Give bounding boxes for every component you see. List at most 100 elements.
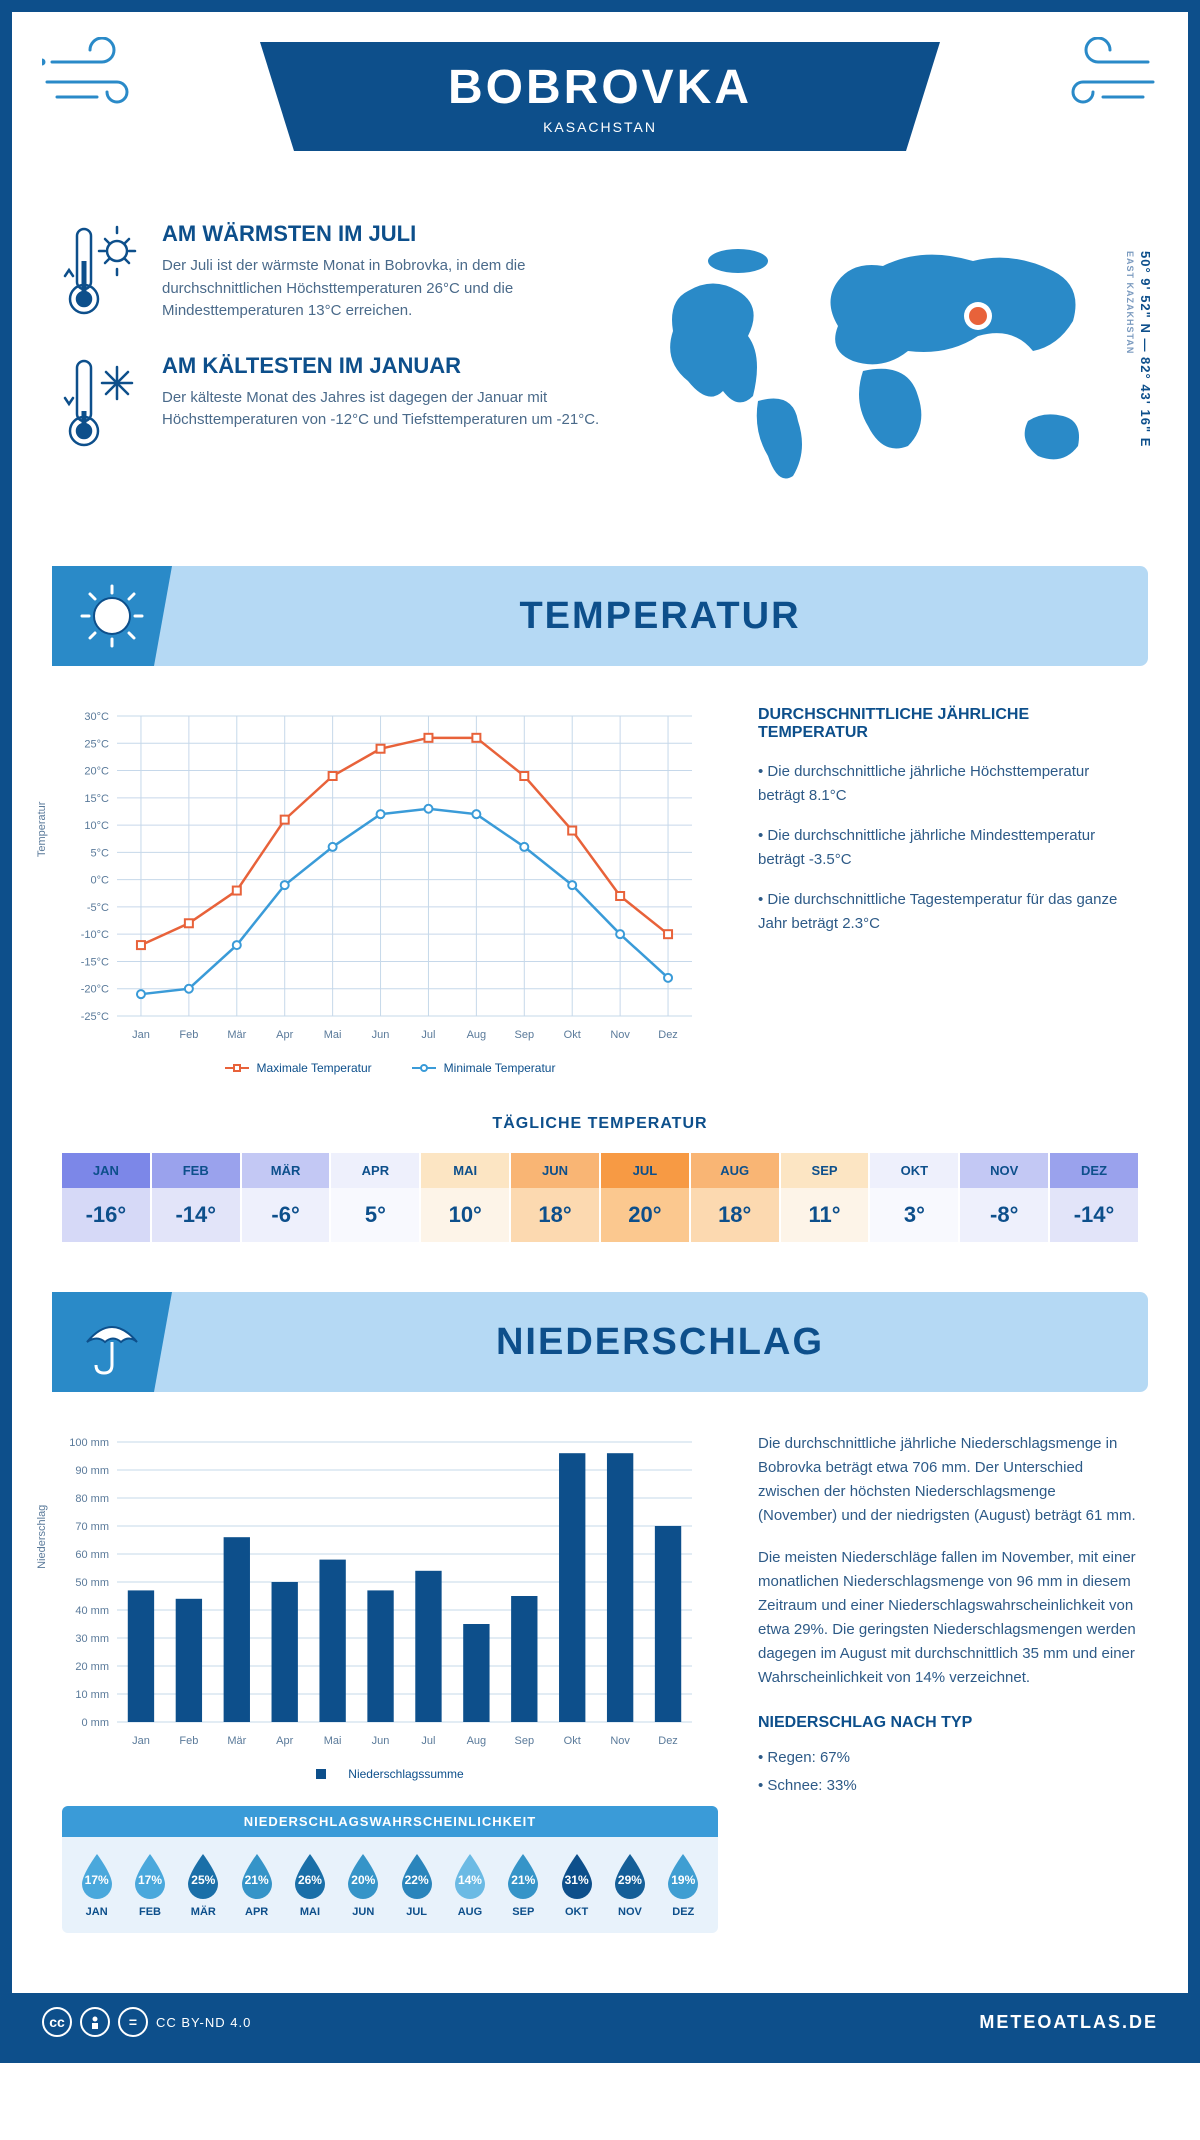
month-cell: APR 5° bbox=[331, 1153, 419, 1242]
svg-text:Nov: Nov bbox=[610, 1735, 630, 1747]
temperature-header: TEMPERATUR bbox=[52, 566, 1148, 666]
nd-icon: = bbox=[118, 2007, 148, 2037]
svg-text:Dez: Dez bbox=[658, 1735, 678, 1747]
temperature-line-chart: -25°C-20°C-15°C-10°C-5°C0°C5°C10°C15°C20… bbox=[62, 706, 702, 1046]
prob-cell: 21% SEP bbox=[499, 1852, 548, 1918]
svg-text:Aug: Aug bbox=[467, 1029, 487, 1041]
precip-section: Niederschlag 0 mm 10 mm 20 mm 30 mm 40 mm 50 … bbox=[12, 1422, 1188, 1963]
svg-text:Jan: Jan bbox=[132, 1029, 150, 1041]
cc-icon: cc bbox=[42, 2007, 72, 2037]
month-cell: FEB -14° bbox=[152, 1153, 240, 1242]
license-text: CC BY-ND 4.0 bbox=[156, 2015, 251, 2030]
precip-y-label: Niederschlag bbox=[36, 1504, 48, 1568]
header: BOBROVKA KASACHSTAN bbox=[12, 12, 1188, 191]
prob-cell: 17% FEB bbox=[125, 1852, 174, 1918]
svg-text:Mär: Mär bbox=[227, 1735, 246, 1747]
daily-temp-table: TÄGLICHE TEMPERATUR JAN -16° FEB -14° MÄ… bbox=[12, 1105, 1188, 1292]
sun-icon bbox=[77, 581, 147, 651]
world-map-icon bbox=[638, 221, 1138, 521]
city-name: BOBROVKA bbox=[260, 60, 940, 115]
month-cell: MAI 10° bbox=[421, 1153, 509, 1242]
svg-text:Aug: Aug bbox=[467, 1735, 487, 1747]
umbrella-icon bbox=[77, 1307, 147, 1377]
svg-text:Apr: Apr bbox=[276, 1029, 293, 1041]
month-cell: NOV -8° bbox=[960, 1153, 1048, 1242]
svg-text:80 mm: 80 mm bbox=[75, 1493, 109, 1505]
svg-text:Mär: Mär bbox=[227, 1029, 246, 1041]
svg-text:20 mm: 20 mm bbox=[75, 1661, 109, 1673]
warmest-fact: AM WÄRMSTEN IM JULI Der Juli ist der wär… bbox=[62, 221, 608, 323]
title-banner: BOBROVKA KASACHSTAN bbox=[260, 42, 940, 151]
site-name: METEOATLAS.DE bbox=[979, 2012, 1158, 2033]
svg-text:5°C: 5°C bbox=[91, 847, 110, 859]
svg-text:20°C: 20°C bbox=[84, 766, 109, 778]
svg-text:Sep: Sep bbox=[515, 1735, 535, 1747]
precip-section-title: NIEDERSCHLAG bbox=[172, 1321, 1148, 1364]
footer: cc = CC BY-ND 4.0 METEOATLAS.DE bbox=[12, 1993, 1188, 2051]
svg-text:0°C: 0°C bbox=[91, 875, 110, 887]
prob-cell: 17% JAN bbox=[72, 1852, 121, 1918]
coordinates: 50° 9' 52" N — 82° 43' 16" E EAST KAZAKH… bbox=[1123, 251, 1153, 447]
temp-y-label: Temperatur bbox=[36, 801, 48, 857]
prob-cell: 14% AUG bbox=[445, 1852, 494, 1918]
svg-text:Feb: Feb bbox=[179, 1029, 198, 1041]
svg-text:70 mm: 70 mm bbox=[75, 1521, 109, 1533]
svg-text:25°C: 25°C bbox=[84, 738, 109, 750]
svg-text:Jan: Jan bbox=[132, 1735, 150, 1747]
intro-section: AM WÄRMSTEN IM JULI Der Juli ist der wär… bbox=[12, 191, 1188, 566]
svg-text:Mai: Mai bbox=[324, 1029, 342, 1041]
prob-cell: 20% JUN bbox=[339, 1852, 388, 1918]
wind-icon bbox=[42, 37, 162, 117]
prob-cell: 21% APR bbox=[232, 1852, 281, 1918]
svg-text:Sep: Sep bbox=[515, 1029, 535, 1041]
svg-text:10 mm: 10 mm bbox=[75, 1689, 109, 1701]
temp-info: DURCHSCHNITTLICHE JÄHRLICHE TEMPERATUR •… bbox=[758, 706, 1138, 1075]
svg-text:Jul: Jul bbox=[421, 1735, 435, 1747]
world-map-container: 50° 9' 52" N — 82° 43' 16" E EAST KAZAKH… bbox=[638, 221, 1138, 526]
svg-text:-25°C: -25°C bbox=[81, 1011, 109, 1023]
month-cell: MÄR -6° bbox=[242, 1153, 330, 1242]
svg-text:60 mm: 60 mm bbox=[75, 1549, 109, 1561]
temperature-section: Temperatur -25°C-20°C-15°C-10°C-5°C0°C5°… bbox=[12, 696, 1188, 1105]
svg-text:Jun: Jun bbox=[372, 1735, 390, 1747]
cold-text: Der kälteste Monat des Jahres ist dagege… bbox=[162, 387, 608, 432]
svg-text:0 mm: 0 mm bbox=[82, 1717, 110, 1729]
month-cell: JAN -16° bbox=[62, 1153, 150, 1242]
svg-text:Okt: Okt bbox=[564, 1735, 581, 1747]
precip-header: NIEDERSCHLAG bbox=[52, 1292, 1148, 1392]
svg-text:90 mm: 90 mm bbox=[75, 1465, 109, 1477]
svg-text:Okt: Okt bbox=[564, 1029, 581, 1041]
svg-text:Nov: Nov bbox=[610, 1029, 630, 1041]
svg-text:-20°C: -20°C bbox=[81, 984, 109, 996]
prob-cell: 19% DEZ bbox=[659, 1852, 708, 1918]
svg-text:15°C: 15°C bbox=[84, 793, 109, 805]
month-cell: JUL 20° bbox=[601, 1153, 689, 1242]
daily-temp-heading: TÄGLICHE TEMPERATUR bbox=[62, 1115, 1138, 1133]
coldest-fact: AM KÄLTESTEN IM JANUAR Der kälteste Mona… bbox=[62, 353, 608, 453]
wind-icon bbox=[1038, 37, 1158, 117]
thermometer-cold-icon bbox=[62, 353, 142, 453]
svg-text:50 mm: 50 mm bbox=[75, 1577, 109, 1589]
license-icons: cc = CC BY-ND 4.0 bbox=[42, 2007, 251, 2037]
warm-title: AM WÄRMSTEN IM JULI bbox=[162, 221, 608, 247]
precip-type-heading: NIEDERSCHLAG NACH TYP bbox=[758, 1710, 1138, 1736]
prob-cell: 22% JUL bbox=[392, 1852, 441, 1918]
svg-text:40 mm: 40 mm bbox=[75, 1605, 109, 1617]
by-icon bbox=[80, 2007, 110, 2037]
svg-text:Feb: Feb bbox=[179, 1735, 198, 1747]
svg-text:-10°C: -10°C bbox=[81, 929, 109, 941]
svg-text:30 mm: 30 mm bbox=[75, 1633, 109, 1645]
prob-heading: NIEDERSCHLAGSWAHRSCHEINLICHKEIT bbox=[62, 1806, 718, 1837]
svg-text:-5°C: -5°C bbox=[87, 902, 109, 914]
precip-bar-chart: 0 mm 10 mm 20 mm 30 mm 40 mm 50 mm 60 mm 70 mm 8… bbox=[62, 1432, 702, 1752]
month-cell: DEZ -14° bbox=[1050, 1153, 1138, 1242]
svg-text:Apr: Apr bbox=[276, 1735, 293, 1747]
cold-title: AM KÄLTESTEN IM JANUAR bbox=[162, 353, 608, 379]
temp-legend: Maximale Temperatur Minimale Temperatur bbox=[62, 1061, 718, 1075]
month-cell: AUG 18° bbox=[691, 1153, 779, 1242]
svg-text:Jul: Jul bbox=[421, 1029, 435, 1041]
prob-cell: 26% MAI bbox=[285, 1852, 334, 1918]
svg-text:30°C: 30°C bbox=[84, 711, 109, 723]
prob-cell: 25% MÄR bbox=[179, 1852, 228, 1918]
month-cell: SEP 11° bbox=[781, 1153, 869, 1242]
